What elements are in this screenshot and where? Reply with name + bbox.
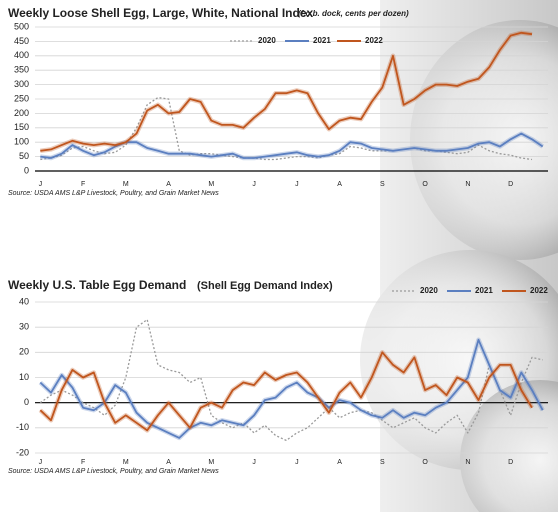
- y-tick-label: 300: [14, 79, 29, 89]
- x-tick-label: J: [252, 181, 256, 188]
- y-tick-label: 450: [14, 36, 29, 46]
- x-tick-label: J: [295, 181, 299, 188]
- x-tick-label: D: [508, 459, 513, 466]
- y-tick-label: 350: [14, 65, 29, 75]
- y-tick-label: 20: [19, 347, 29, 357]
- legend-label: 2020: [420, 286, 438, 295]
- chart-subtitle: (f.o.b. dock, cents per dozen): [298, 9, 409, 18]
- x-tick-label: S: [380, 181, 385, 188]
- source-note: Source: USDA AMS L&P Livestock, Poultry,…: [8, 468, 219, 475]
- y-tick-label: 100: [14, 137, 29, 147]
- y-tick-label: 400: [14, 50, 29, 60]
- y-tick-label: 0: [24, 397, 29, 407]
- y-tick-label: 250: [14, 93, 29, 103]
- legend-label: 2022: [530, 286, 548, 295]
- x-tick-label: J: [252, 459, 256, 466]
- y-tick-label: 50: [19, 151, 29, 161]
- y-tick-label: 10: [19, 372, 29, 382]
- legend-label: 2021: [313, 36, 331, 45]
- x-tick-label: N: [465, 181, 470, 188]
- x-tick-label: A: [166, 181, 171, 188]
- x-tick-label: J: [295, 459, 299, 466]
- y-tick-label: 0: [24, 165, 29, 175]
- y-tick-label: 150: [14, 122, 29, 132]
- legend-label: 2020: [258, 36, 276, 45]
- series-line: [39, 318, 543, 442]
- x-tick-label: F: [81, 181, 85, 188]
- x-tick-label: S: [380, 459, 385, 466]
- y-tick-label: 200: [14, 108, 29, 118]
- series-line: [39, 338, 544, 439]
- x-tick-label: A: [337, 459, 342, 466]
- x-tick-label: A: [166, 459, 171, 466]
- series-line: [39, 351, 533, 432]
- chart-subtitle: (Shell Egg Demand Index): [197, 280, 333, 292]
- y-tick-label: 500: [14, 21, 29, 31]
- x-tick-label: A: [337, 181, 342, 188]
- y-tick-label: -20: [16, 447, 29, 457]
- x-tick-label: M: [208, 181, 214, 188]
- x-tick-label: M: [123, 459, 129, 466]
- series-line: [40, 31, 533, 152]
- x-tick-label: M: [208, 459, 214, 466]
- x-tick-label: O: [422, 459, 428, 466]
- source-note: Source: USDA AMS L&P Livestock, Poultry,…: [8, 190, 219, 197]
- chart-title: Weekly U.S. Table Egg Demand: [8, 278, 186, 292]
- x-tick-label: O: [422, 181, 428, 188]
- y-tick-label: 30: [19, 322, 29, 332]
- x-tick-label: J: [39, 181, 43, 188]
- x-tick-label: N: [465, 459, 470, 466]
- x-tick-label: M: [123, 181, 129, 188]
- legend-label: 2022: [365, 36, 383, 45]
- charts: Weekly Loose Shell Egg, Large, White, Na…: [8, 6, 548, 475]
- x-tick-label: F: [81, 459, 85, 466]
- x-tick-label: J: [39, 459, 43, 466]
- legend-label: 2021: [475, 286, 493, 295]
- x-tick-label: D: [508, 181, 513, 188]
- y-tick-label: 40: [19, 296, 29, 306]
- y-tick-label: -10: [16, 422, 29, 432]
- chart-title: Weekly Loose Shell Egg, Large, White, Na…: [8, 6, 314, 20]
